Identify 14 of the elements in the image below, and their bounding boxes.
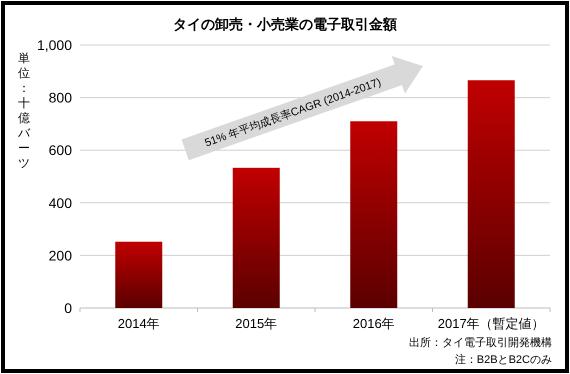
y-tick-label: 400 (48, 194, 72, 211)
chart-title: タイの卸売・小売業の電子取引金額 (173, 16, 397, 32)
y-axis-title: 単位：十億バーツ (17, 51, 31, 170)
x-tick-label: 2015年 (235, 316, 278, 331)
y-tick-label: 0 (64, 300, 72, 316)
x-tick-label: 2016年 (352, 316, 395, 331)
y-tick-label: 800 (48, 90, 72, 106)
y-tick-label: 600 (48, 142, 72, 158)
y-tick-label: 1,000 (36, 37, 72, 53)
x-tick-label: 2017年（暫定値） (438, 316, 545, 331)
text: 注：B2BとB2Cのみ (454, 353, 552, 366)
y-tick-label: 200 (48, 247, 72, 264)
text: 出所：タイ電子取引開発機構 (409, 336, 552, 349)
x-tick-label: 2014年 (118, 316, 160, 331)
